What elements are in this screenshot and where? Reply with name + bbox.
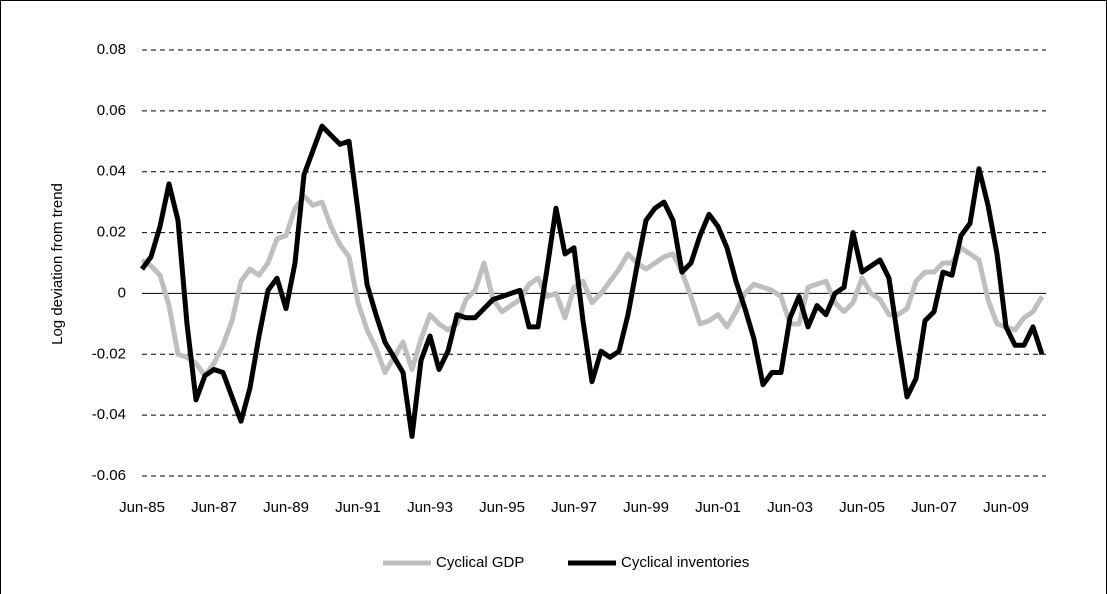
x-tick-label: Jun-07 <box>911 499 957 516</box>
x-tick-label: Jun-91 <box>335 499 381 516</box>
x-tick-label: Jun-09 <box>983 499 1029 516</box>
y-tick-label: 0.02 <box>97 224 126 241</box>
x-tick-label: Jun-01 <box>695 499 741 516</box>
x-tick-label: Jun-95 <box>479 499 525 516</box>
y-tick-label: -0.04 <box>92 406 126 423</box>
x-tick-label: Jun-99 <box>623 499 669 516</box>
x-tick-label: Jun-05 <box>839 499 885 516</box>
y-tick-label: 0.08 <box>97 41 126 58</box>
y-tick-label: -0.06 <box>92 467 126 484</box>
x-tick-label: Jun-03 <box>767 499 813 516</box>
series-line <box>139 123 1045 439</box>
x-tick-label: Jun-89 <box>263 499 309 516</box>
x-tick-label: Jun-97 <box>551 499 597 516</box>
y-tick-label: 0.06 <box>97 102 126 119</box>
y-tick-label: 0 <box>118 284 126 301</box>
legend-label: Cyclical GDP <box>436 554 524 571</box>
x-tick-label: Jun-87 <box>191 499 237 516</box>
legend-label: Cyclical inventories <box>621 554 749 571</box>
y-axis-title: Log deviation from trend <box>49 183 66 345</box>
y-tick-label: 0.04 <box>97 163 126 180</box>
y-tick-label: -0.02 <box>92 345 126 362</box>
x-tick-label: Jun-85 <box>119 499 165 516</box>
x-tick-label: Jun-93 <box>407 499 453 516</box>
